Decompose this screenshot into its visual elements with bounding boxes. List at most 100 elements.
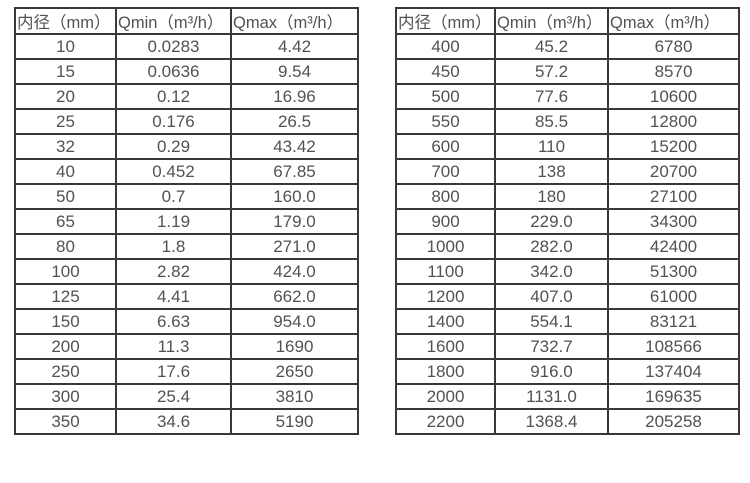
table-header-row: 内径（mm） Qmin（m³/h） Qmax（m³/h）	[14, 7, 359, 35]
table-cell: 125	[14, 283, 117, 310]
table-row: 100 2.82 424.0	[14, 258, 359, 285]
table-cell: 205258	[607, 408, 740, 435]
table-cell: 282.0	[494, 233, 609, 260]
table-cell: 1131.0	[494, 383, 609, 410]
table-row: 600 110 15200	[395, 133, 740, 160]
table-row: 700 138 20700	[395, 158, 740, 185]
table-cell: 4.42	[230, 33, 359, 60]
table-cell: 25	[14, 108, 117, 135]
table-cell: 662.0	[230, 283, 359, 310]
flow-table-large-diameters: 内径（mm） Qmin（m³/h） Qmax（m³/h） 400 45.2 6780 45…	[395, 7, 740, 435]
table-cell: 50	[14, 183, 117, 210]
column-header: Qmin（m³/h）	[494, 7, 609, 35]
table-cell: 407.0	[494, 283, 609, 310]
table-cell: 26.5	[230, 108, 359, 135]
table-cell: 250	[14, 358, 117, 385]
table-cell: 15	[14, 58, 117, 85]
table-cell: 10600	[607, 83, 740, 110]
table-cell: 2000	[395, 383, 496, 410]
table-cell: 2650	[230, 358, 359, 385]
table-cell: 25.4	[115, 383, 232, 410]
table-cell: 1.8	[115, 233, 232, 260]
table-cell: 51300	[607, 258, 740, 285]
table-cell: 16.96	[230, 83, 359, 110]
table-row: 2200 1368.4 205258	[395, 408, 740, 435]
column-header: 内径（mm）	[395, 7, 496, 35]
table-row: 1100 342.0 51300	[395, 258, 740, 285]
table-row: 1600 732.7 108566	[395, 333, 740, 360]
table-cell: 0.176	[115, 108, 232, 135]
table-cell: 700	[395, 158, 496, 185]
table-cell: 85.5	[494, 108, 609, 135]
table-row: 32 0.29 43.42	[14, 133, 359, 160]
table-row: 200 11.3 1690	[14, 333, 359, 360]
table-row: 15 0.0636 9.54	[14, 58, 359, 85]
table-cell: 1100	[395, 258, 496, 285]
table-row: 500 77.6 10600	[395, 83, 740, 110]
table-cell: 800	[395, 183, 496, 210]
table-cell: 1.19	[115, 208, 232, 235]
table-cell: 20	[14, 83, 117, 110]
table-cell: 80	[14, 233, 117, 260]
column-header: 内径（mm）	[14, 7, 117, 35]
table-row: 80 1.8 271.0	[14, 233, 359, 260]
table-cell: 1200	[395, 283, 496, 310]
table-cell: 0.29	[115, 133, 232, 160]
table-cell: 110	[494, 133, 609, 160]
table-cell: 916.0	[494, 358, 609, 385]
table-cell: 350	[14, 408, 117, 435]
table-row: 1000 282.0 42400	[395, 233, 740, 260]
table-cell: 34300	[607, 208, 740, 235]
table-cell: 1690	[230, 333, 359, 360]
table-cell: 4.41	[115, 283, 232, 310]
table-cell: 450	[395, 58, 496, 85]
table-cell: 137404	[607, 358, 740, 385]
table-cell: 0.7	[115, 183, 232, 210]
table-cell: 400	[395, 33, 496, 60]
table-cell: 160.0	[230, 183, 359, 210]
table-cell: 169635	[607, 383, 740, 410]
flow-table-small-diameters: 内径（mm） Qmin（m³/h） Qmax（m³/h） 10 0.0283 4.42 1…	[14, 7, 359, 435]
table-row: 400 45.2 6780	[395, 33, 740, 60]
table-cell: 57.2	[494, 58, 609, 85]
table-cell: 0.0636	[115, 58, 232, 85]
table-cell: 8570	[607, 58, 740, 85]
table-cell: 3810	[230, 383, 359, 410]
table-row: 65 1.19 179.0	[14, 208, 359, 235]
table-row: 550 85.5 12800	[395, 108, 740, 135]
table-row: 40 0.452 67.85	[14, 158, 359, 185]
table-body: 400 45.2 6780 450 57.2 8570 500 77.6 10600 550 85.…	[395, 33, 740, 435]
table-cell: 83121	[607, 308, 740, 335]
table-cell: 32	[14, 133, 117, 160]
table-row: 25 0.176 26.5	[14, 108, 359, 135]
flow-range-tables-page: 内径（mm） Qmin（m³/h） Qmax（m³/h） 10 0.0283 4.42 1…	[14, 7, 740, 435]
table-cell: 45.2	[494, 33, 609, 60]
table-row: 350 34.6 5190	[14, 408, 359, 435]
table-body: 10 0.0283 4.42 15 0.0636 9.54 20 0.12 16.96 25 0.1…	[14, 33, 359, 435]
column-header: Qmin（m³/h）	[115, 7, 232, 35]
table-cell: 42400	[607, 233, 740, 260]
table-row: 1200 407.0 61000	[395, 283, 740, 310]
table-cell: 100	[14, 258, 117, 285]
table-cell: 6780	[607, 33, 740, 60]
table-cell: 27100	[607, 183, 740, 210]
table-cell: 12800	[607, 108, 740, 135]
table-cell: 5190	[230, 408, 359, 435]
table-row: 10 0.0283 4.42	[14, 33, 359, 60]
table-cell: 138	[494, 158, 609, 185]
table-cell: 15200	[607, 133, 740, 160]
table-cell: 20700	[607, 158, 740, 185]
table-cell: 40	[14, 158, 117, 185]
table-cell: 954.0	[230, 308, 359, 335]
table-row: 300 25.4 3810	[14, 383, 359, 410]
table-cell: 1000	[395, 233, 496, 260]
table-row: 2000 1131.0 169635	[395, 383, 740, 410]
table-cell: 2.82	[115, 258, 232, 285]
table-cell: 43.42	[230, 133, 359, 160]
table-cell: 179.0	[230, 208, 359, 235]
table-cell: 0.452	[115, 158, 232, 185]
table-cell: 1600	[395, 333, 496, 360]
table-cell: 732.7	[494, 333, 609, 360]
table-cell: 200	[14, 333, 117, 360]
table-cell: 0.0283	[115, 33, 232, 60]
